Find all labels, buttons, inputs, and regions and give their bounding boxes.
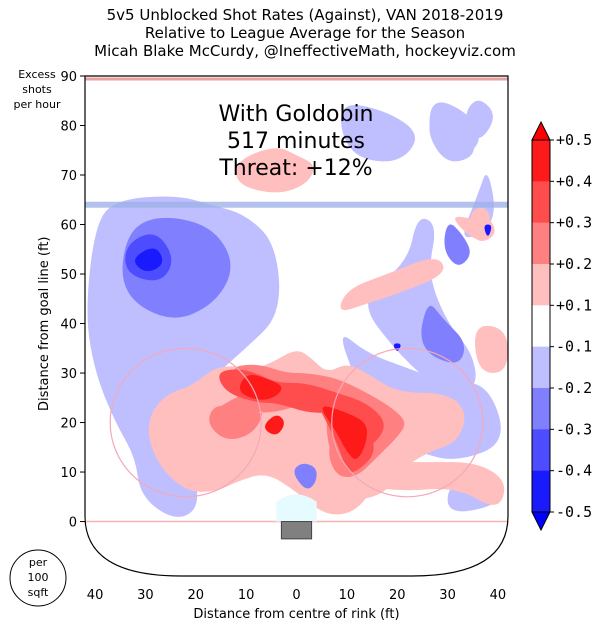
colorbar-label: -0.5	[556, 503, 592, 521]
annotation: With Goldobin 517 minutes Threat: +12%	[218, 102, 373, 181]
colorbar-band-7	[532, 429, 550, 472]
corner-label-line-3: per hour	[14, 98, 61, 111]
y-axis-label: Distance from goal line (ft)	[37, 236, 52, 410]
x-tick-label: 0	[292, 588, 300, 603]
goal-crease	[276, 494, 317, 522]
boards-outline	[84, 75, 509, 577]
colorbar-band-5	[532, 346, 550, 389]
colorbar: +0.5 +0.4 +0.3 +0.2 +0.1 -0.1 -0.2 -0.3 -0.4 -0.5	[531, 120, 592, 532]
unit-badge-line-2: 100	[28, 571, 49, 584]
annotation-threat: Threat: +12%	[218, 156, 372, 181]
contour-region-20	[444, 224, 470, 265]
title-line-2: Relative to League Average for the Seaso…	[144, 24, 466, 42]
colorbar-band-2	[532, 222, 550, 265]
y-axis-ticks: 0 10 20 30 40 50 60 70 80 90	[60, 70, 85, 531]
y-tick-label: 0	[69, 516, 77, 531]
colorbar-band-1	[532, 181, 550, 224]
colorbar-label: +0.1	[556, 296, 592, 314]
colorbar-label: -0.4	[556, 462, 592, 480]
contour-region-22	[294, 463, 317, 489]
annotation-minutes: 517 minutes	[227, 129, 365, 154]
colorbar-band-0	[532, 140, 550, 182]
colorbar-band-3	[532, 264, 550, 306]
colorbar-band-8	[532, 470, 550, 513]
unit-badge-line-1: per	[29, 556, 48, 569]
contour-region-1	[340, 104, 416, 162]
corner-label-line-2: shots	[22, 83, 52, 96]
excess-shots-label: Excess shots per hour	[14, 68, 61, 111]
y-tick-label: 30	[60, 367, 77, 382]
y-tick-label: 60	[60, 219, 77, 234]
contour-region-29	[135, 248, 163, 272]
x-tick-label: 40	[87, 588, 104, 603]
corner-label-line-1: Excess	[18, 68, 56, 81]
colorbar-under-arrow	[531, 511, 551, 532]
x-tick-label: 20	[389, 588, 406, 603]
contour-region-17	[236, 148, 314, 193]
unit-badge-line-3: sqft	[28, 586, 49, 599]
unit-badge-circle	[9, 549, 67, 607]
contour-region-35	[322, 406, 367, 459]
x-axis-label: Distance from centre of rink (ft)	[193, 607, 399, 622]
contour-region-25	[470, 207, 490, 231]
y-tick-label: 80	[60, 120, 77, 135]
blue-line	[85, 201, 508, 208]
colorbar-frame	[531, 139, 551, 513]
colorbar-label: +0.2	[556, 255, 592, 273]
unit-badge: per 100 sqft	[9, 549, 67, 607]
colorbar-over-arrow	[531, 120, 551, 141]
colorbar-label: -0.1	[556, 338, 592, 356]
contour-region-3	[466, 100, 493, 138]
contour-region-19	[421, 305, 465, 363]
contour-region-15	[429, 115, 475, 162]
x-tick-label: 10	[339, 588, 356, 603]
x-tick-label: 10	[238, 588, 255, 603]
y-tick-label: 90	[60, 70, 77, 85]
chart-title: 5v5 Unblocked Shot Rates (Against), VAN …	[0, 6, 610, 60]
title-line-3: Micah Blake McCurdy, @IneffectiveMath, h…	[94, 42, 516, 60]
title-line-1: 5v5 Unblocked Shot Rates (Against), VAN …	[106, 6, 504, 24]
goal-net	[280, 521, 313, 540]
contour-region-36	[265, 415, 284, 435]
colorbar-band-6	[532, 388, 550, 430]
y-tick-label: 50	[60, 268, 77, 283]
y-tick-label: 40	[60, 318, 77, 333]
colorbar-label: +0.3	[556, 214, 592, 232]
colorbar-label: -0.3	[556, 420, 592, 438]
x-tick-label: 30	[439, 588, 456, 603]
x-tick-label: 20	[188, 588, 205, 603]
contour-region-13	[474, 325, 508, 374]
colorbar-label: +0.4	[556, 172, 592, 190]
y-tick-label: 10	[60, 466, 77, 481]
annotation-player: With Goldobin	[218, 102, 373, 127]
axes: 40 30 20 10 0 10 20 30 40 0 10 20 30 40 50 60 70 80 90 Di…	[37, 70, 506, 622]
faceoff-circle-1	[109, 347, 262, 498]
faceoff-circle-2	[331, 347, 484, 498]
colorbar-label: +0.5	[556, 131, 592, 149]
rink-outline	[84, 75, 509, 577]
contour-region-32	[484, 224, 492, 236]
y-tick-label: 70	[60, 169, 77, 184]
y-tick-label: 20	[60, 417, 77, 432]
contour-region-34	[239, 375, 282, 400]
x-axis-ticks: 40 30 20 10 0 10 20 30 40	[87, 588, 506, 603]
x-tick-label: 30	[137, 588, 154, 603]
heatmap-contours	[87, 100, 508, 517]
colorbar-band-4	[532, 305, 550, 348]
contour-region-11	[340, 259, 444, 311]
x-tick-label: 40	[490, 588, 507, 603]
colorbar-label: -0.2	[556, 379, 592, 397]
